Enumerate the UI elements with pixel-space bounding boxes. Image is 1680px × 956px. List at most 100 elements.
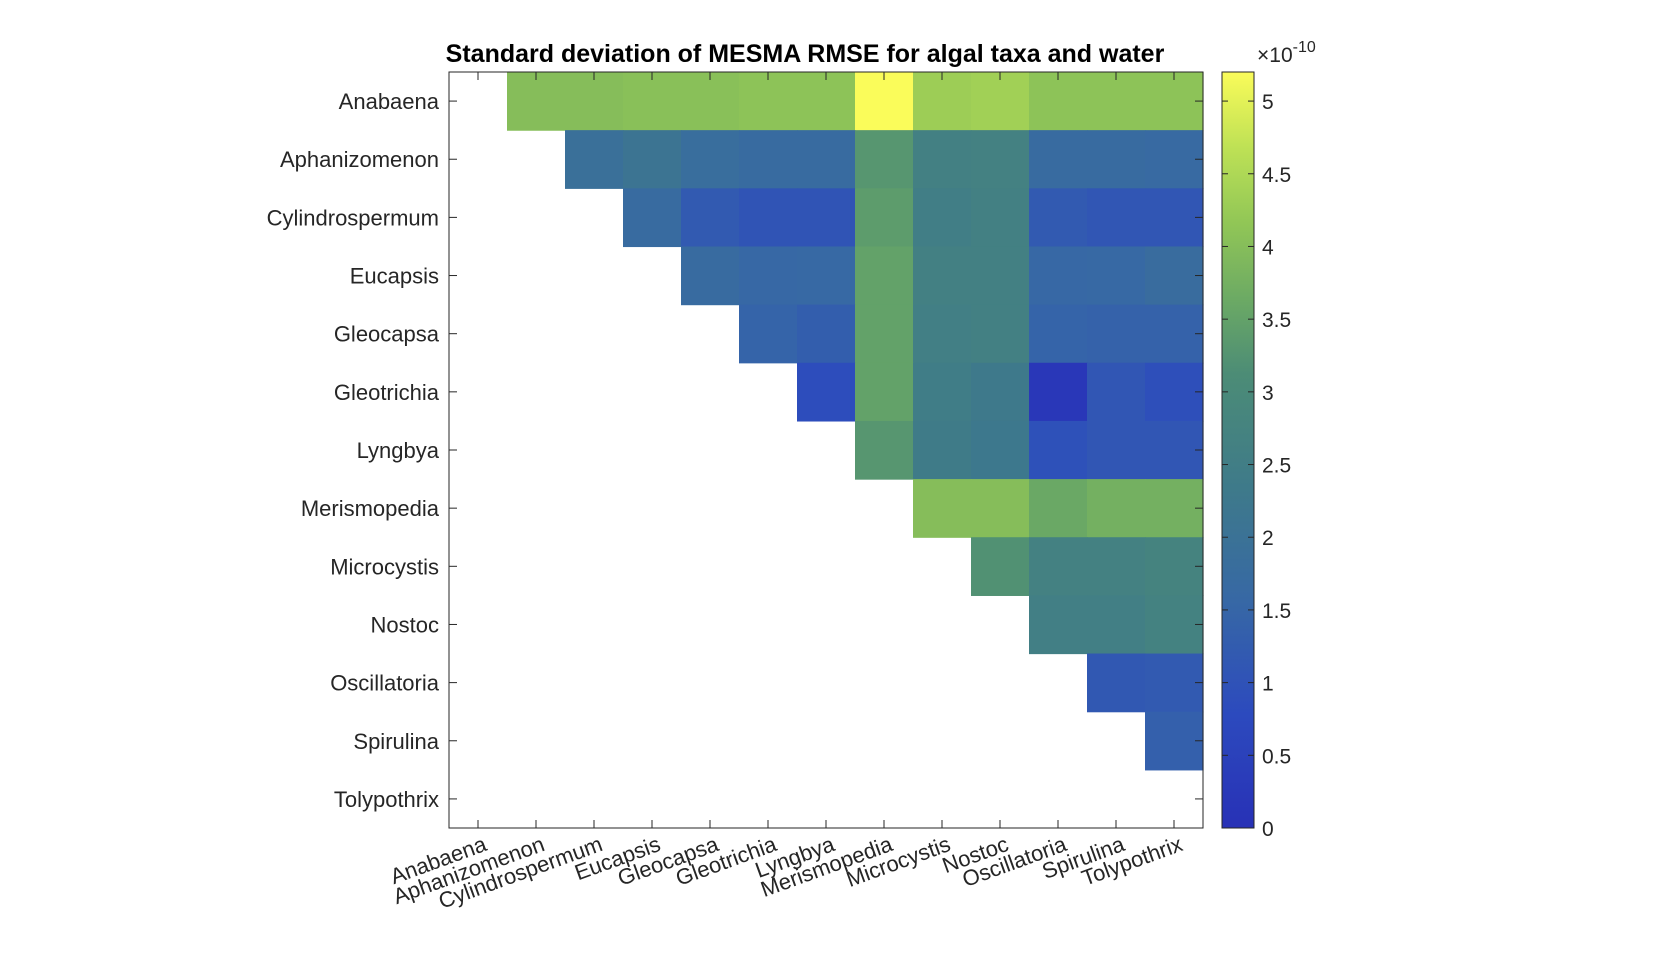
heatmap-cell	[855, 130, 914, 189]
y-tick-label: Gleocapsa	[334, 322, 440, 347]
heatmap-cell	[1145, 362, 1204, 422]
heatmap-cell	[1087, 362, 1146, 422]
colorbar-tick-label: 3	[1262, 382, 1274, 405]
heatmap-cell	[1145, 537, 1204, 596]
heatmap-cell	[1087, 304, 1146, 364]
heatmap-cell	[1145, 479, 1204, 538]
y-tick-label: Microcystis	[330, 554, 439, 579]
heatmap-cell	[681, 130, 740, 189]
heatmap-cell	[623, 188, 682, 248]
heatmap-cell	[797, 304, 856, 364]
heatmap-cell	[971, 188, 1030, 248]
heatmap-cell	[1087, 72, 1146, 131]
heatmap-cell	[1145, 711, 1204, 771]
heatmap-cell	[623, 130, 682, 189]
heatmap-cell	[971, 130, 1030, 189]
heatmap-cell	[797, 188, 856, 248]
colorbar-gradient	[1221, 71, 1255, 829]
colorbar-multiplier: ×10-10	[1257, 39, 1316, 67]
heatmap-cell	[913, 246, 972, 306]
heatmap-cell	[1087, 537, 1146, 596]
colorbar-tick-label: 2.5	[1262, 455, 1291, 478]
heatmap-cell	[971, 479, 1030, 538]
heatmap-cell	[739, 188, 798, 248]
y-tick-label: Tolypothrix	[334, 787, 439, 812]
heatmap-cell	[1087, 595, 1146, 655]
heatmap-cell	[1029, 595, 1088, 655]
heatmap-cell	[797, 130, 856, 189]
heatmap-cell	[739, 304, 798, 364]
heatmap-cell	[797, 362, 856, 422]
heatmap-cell	[971, 362, 1030, 422]
heatmap-cell	[913, 130, 972, 189]
heatmap-cell	[565, 130, 624, 189]
heatmap-cell	[623, 72, 682, 131]
heatmap-cell	[855, 72, 914, 131]
colorbar-tick-label: 1.5	[1262, 600, 1291, 623]
heatmap-cell	[1087, 420, 1146, 480]
heatmap-cell	[1087, 653, 1146, 713]
heatmap-cell	[565, 72, 624, 131]
heatmap-cell	[1029, 362, 1088, 422]
colorbar-tick-label: 0	[1262, 818, 1274, 841]
heatmap-cell	[1029, 246, 1088, 306]
heatmap-cell	[1145, 304, 1204, 364]
y-tick-label: Lyngbya	[357, 438, 440, 463]
y-tick-label: Merismopedia	[301, 496, 440, 521]
y-tick-label: Cylindrospermum	[267, 205, 439, 230]
heatmap-cell	[971, 246, 1030, 306]
heatmap-cell	[855, 420, 914, 480]
heatmap-cell	[1145, 130, 1204, 189]
heatmap-cell	[913, 72, 972, 131]
heatmap-cell	[1029, 304, 1088, 364]
heatmap-cells	[507, 72, 1204, 771]
heatmap-cell	[855, 188, 914, 248]
y-tick-label: Spirulina	[353, 729, 439, 754]
y-tick-label: Aphanizomenon	[280, 147, 439, 172]
heatmap-cell	[855, 246, 914, 306]
heatmap-cell	[739, 72, 798, 131]
heatmap-cell	[1145, 72, 1204, 131]
colorbar-tick-label: 4.5	[1262, 164, 1291, 187]
heatmap-cell	[913, 188, 972, 248]
heatmap-cell	[971, 304, 1030, 364]
heatmap-cell	[1029, 188, 1088, 248]
y-tick-label: Nostoc	[371, 612, 439, 637]
heatmap-cell	[681, 246, 740, 306]
heatmap-cell	[1087, 188, 1146, 248]
colorbar-tick-label: 3.5	[1262, 309, 1291, 332]
heatmap-cell	[797, 72, 856, 131]
heatmap-cell	[913, 420, 972, 480]
y-tick-label: Gleotrichia	[334, 380, 440, 405]
heatmap-cell	[739, 246, 798, 306]
heatmap-cell	[1029, 420, 1088, 480]
heatmap-cell	[681, 188, 740, 248]
colorbar-tick-label: 2	[1262, 527, 1274, 550]
heatmap-cell	[971, 420, 1030, 480]
heatmap-cell	[797, 246, 856, 306]
heatmap-cell	[1029, 130, 1088, 189]
heatmap-cell	[1087, 479, 1146, 538]
heatmap-cell	[1145, 420, 1204, 480]
heatmap-cell	[1145, 595, 1204, 655]
chart-title: Standard deviation of MESMA RMSE for alg…	[446, 40, 1165, 68]
y-tick-label: Eucapsis	[350, 264, 439, 289]
colorbar-tick-label: 5	[1262, 91, 1274, 114]
heatmap-cell	[971, 537, 1030, 596]
heatmap-cell	[1029, 479, 1088, 538]
heatmap-cell	[913, 304, 972, 364]
y-axis: Anabaena Aphanizomenon Cylindrospermum Euca…	[267, 89, 1203, 812]
heatmap-cell	[1029, 537, 1088, 596]
heatmap-cell	[855, 304, 914, 364]
heatmap-cell	[1029, 72, 1088, 131]
colorbar-tick-label: 0.5	[1262, 745, 1291, 768]
heatmap-cell	[855, 362, 914, 422]
y-tick-label: Anabaena	[339, 89, 440, 114]
colorbar-tick-label: 1	[1262, 673, 1274, 696]
heatmap-cell	[1087, 246, 1146, 306]
heatmap-cell	[1087, 130, 1146, 189]
heatmap-cell	[507, 72, 566, 131]
heatmap-cell	[971, 72, 1030, 131]
heatmap-cell	[1145, 246, 1204, 306]
